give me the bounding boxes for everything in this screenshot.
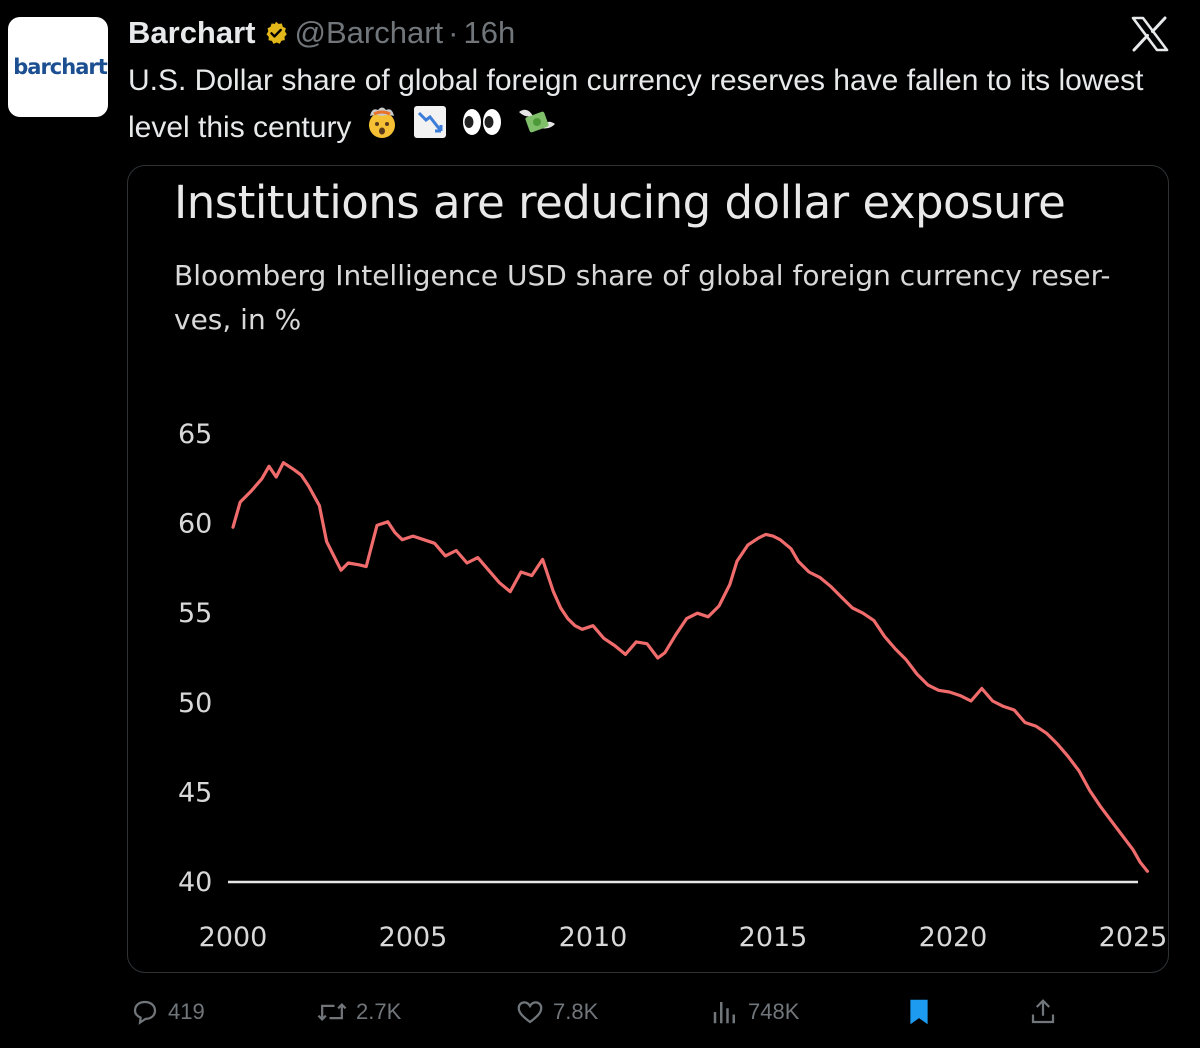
share-icon — [1031, 999, 1055, 1024]
chart-subtitle: Bloomberg Intelligence USD share of glob… — [174, 259, 1111, 336]
eyes-icon — [460, 104, 504, 154]
action-bar: 419 2.7K 7.8K 748K — [0, 990, 1200, 1034]
handle[interactable]: @Barchart — [294, 15, 444, 50]
tweet-body: U.S. Dollar share of global foreign curr… — [128, 64, 1144, 144]
y-tick-label: 40 — [178, 867, 212, 898]
tweet-text: U.S. Dollar share of global foreign curr… — [128, 58, 1148, 154]
bookmark-icon — [910, 999, 928, 1025]
views-icon — [713, 1002, 735, 1024]
separator-dot: · — [448, 15, 459, 50]
money-with-wings-icon — [517, 104, 557, 154]
views-button[interactable]: 748K — [710, 990, 799, 1034]
display-name[interactable]: Barchart — [128, 15, 256, 50]
y-tick-label: 50 — [178, 688, 212, 719]
x-tick-label: 2020 — [919, 922, 988, 953]
avatar[interactable]: barchart — [8, 17, 108, 117]
y-tick-label: 65 — [178, 419, 212, 450]
x-logo-icon[interactable] — [1130, 16, 1170, 52]
retweet-icon — [317, 1003, 347, 1021]
x-tick-label: 2005 — [379, 922, 448, 953]
chart-title: Institutions are reducing dollar exposur… — [174, 176, 1066, 229]
reply-count: 419 — [168, 999, 205, 1024]
avatar-logo-text: barchart — [13, 55, 108, 79]
heart-icon — [517, 1001, 543, 1024]
retweet-count: 2.7K — [356, 999, 402, 1024]
reply-icon — [133, 1000, 157, 1025]
y-tick-label: 60 — [178, 509, 212, 540]
verified-badge-icon[interactable] — [263, 20, 289, 46]
timestamp[interactable]: 16h — [463, 15, 516, 50]
line-chart: 40 45 50 55 60 65 2000 2005 2010 2015 2020 2025 — [178, 419, 1168, 953]
y-tick-label: 55 — [178, 598, 212, 629]
x-tick-label: 2015 — [739, 922, 808, 953]
chart-card[interactable]: Institutions are reducing dollar exposur… — [127, 165, 1169, 973]
like-count: 7.8K — [553, 999, 599, 1024]
bookmark-button[interactable] — [904, 990, 942, 1034]
reply-button[interactable]: 419 — [130, 990, 205, 1034]
x-tick-label: 2000 — [199, 922, 268, 953]
retweet-button[interactable]: 2.7K — [316, 990, 401, 1034]
usd-share-series-line — [231, 461, 1149, 873]
tweet-header: Barchart @Barchart · 16h — [128, 14, 515, 52]
x-tick-label: 2025 — [1099, 922, 1168, 953]
like-button[interactable]: 7.8K — [515, 990, 598, 1034]
share-button[interactable] — [1028, 990, 1066, 1034]
x-tick-label: 2010 — [559, 922, 628, 953]
views-count: 748K — [748, 999, 800, 1024]
chart-decreasing-icon — [412, 104, 448, 154]
y-tick-label: 45 — [178, 777, 212, 808]
exploding-head-icon — [364, 104, 400, 154]
